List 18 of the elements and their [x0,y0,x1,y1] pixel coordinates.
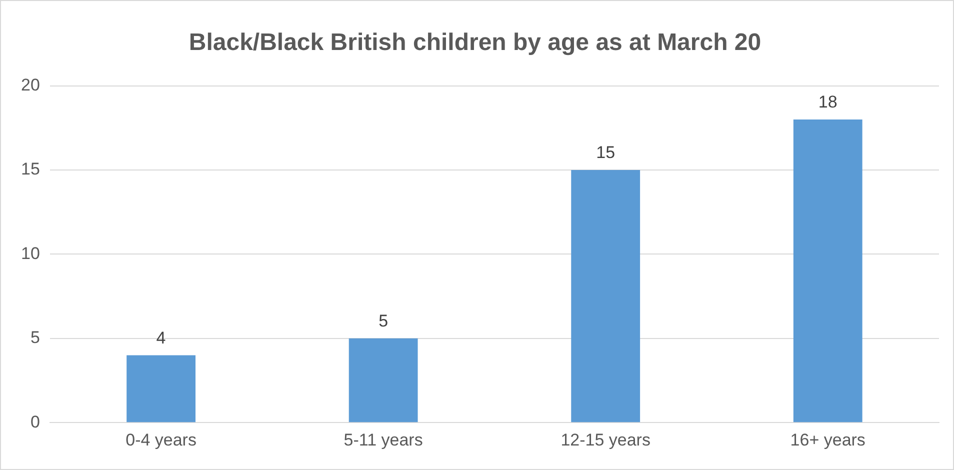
data-label: 5 [378,312,388,331]
y-tick-label: 0 [30,412,40,432]
x-tick-label: 0-4 years [126,430,196,450]
data-label: 15 [596,143,616,162]
y-tick-label: 10 [20,244,40,263]
chart-title: Black/Black British children by age as at March 20 [188,29,762,56]
x-tick-label: 16+ years [790,430,866,450]
x-tick-label: 5-11 years [344,430,423,450]
bar [793,119,862,422]
data-label: 18 [818,92,838,112]
y-tick-label: 15 [20,160,40,179]
y-tick-label: 5 [30,328,40,348]
x-tick-label: 12-15 years [560,430,650,450]
y-tick-label: 20 [20,75,40,94]
data-label: 4 [156,328,166,348]
bar [126,355,196,422]
bar [348,338,418,422]
bar [571,170,640,422]
